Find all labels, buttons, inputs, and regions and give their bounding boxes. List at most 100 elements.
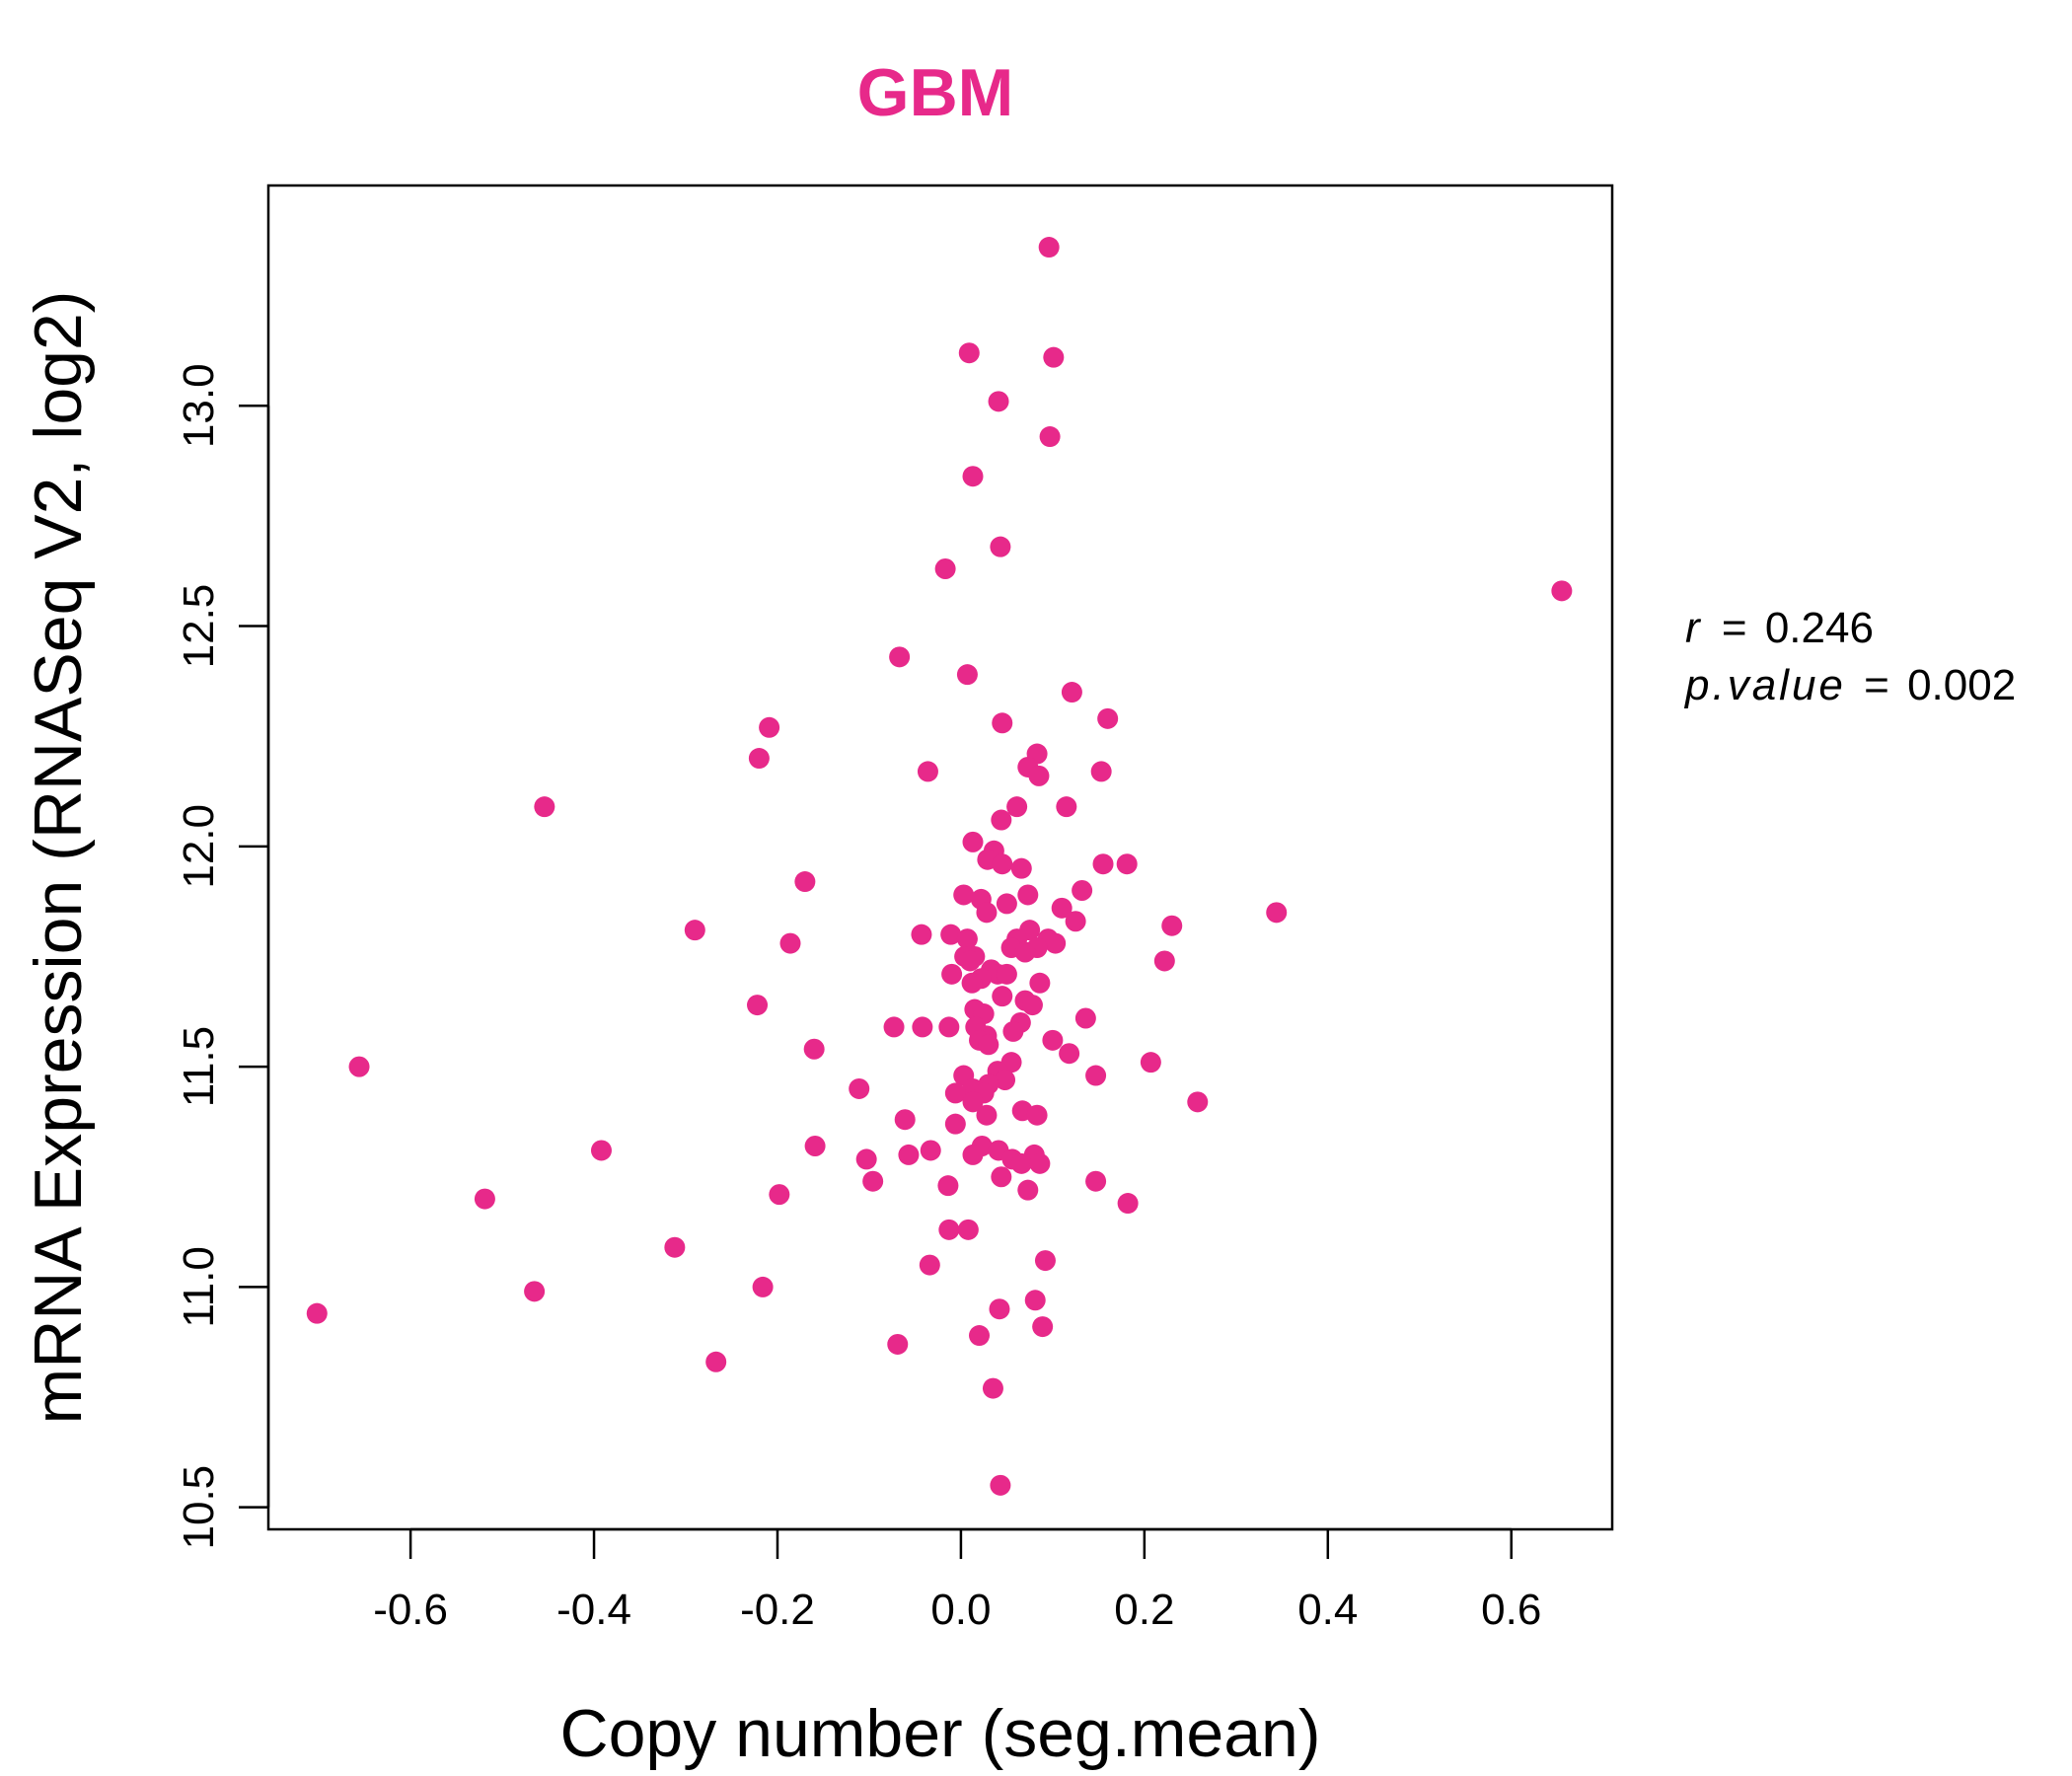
p-equals: = — [1864, 661, 1889, 709]
data-point — [938, 1219, 960, 1240]
data-point — [1117, 1193, 1139, 1215]
y-tick-label: 12.0 — [175, 804, 223, 889]
data-point — [889, 646, 911, 668]
data-point — [1010, 857, 1032, 879]
data-point — [1074, 1007, 1096, 1029]
data-point — [898, 1144, 920, 1165]
data-point — [996, 963, 1017, 985]
data-point — [590, 1140, 612, 1161]
data-point — [887, 1333, 909, 1355]
data-point — [1051, 897, 1073, 919]
data-point — [962, 1144, 984, 1165]
data-point — [919, 1254, 940, 1276]
data-point — [978, 1034, 999, 1056]
data-point — [759, 716, 780, 738]
data-point — [664, 1236, 686, 1258]
data-point — [958, 342, 980, 364]
data-point — [306, 1302, 328, 1324]
data-point — [1014, 941, 1036, 963]
data-point — [1026, 1104, 1048, 1126]
data-point — [524, 1281, 546, 1302]
data-point — [920, 1140, 941, 1161]
data-point — [976, 902, 998, 924]
data-point — [988, 391, 1009, 412]
data-point — [1085, 1170, 1107, 1192]
data-point — [976, 1104, 998, 1126]
data-point — [1042, 1029, 1064, 1051]
data-point — [684, 920, 705, 941]
data-point — [962, 1091, 984, 1113]
x-tick-label: -0.6 — [373, 1586, 448, 1634]
correlation-annotation: r = 0.246 p.value = 0.002 — [1683, 604, 2016, 709]
x-tick-label: -0.2 — [740, 1586, 815, 1634]
y-axis: 10.5 11.0 11.5 12.0 12.5 13.0 — [175, 363, 270, 1550]
data-point — [1061, 682, 1082, 703]
data-point — [1085, 1065, 1107, 1086]
r-equals: = — [1722, 604, 1747, 652]
data-point — [747, 995, 769, 1016]
data-point — [957, 1219, 979, 1240]
data-point — [917, 761, 938, 782]
data-point — [934, 558, 956, 580]
x-tick-label: -0.4 — [556, 1586, 631, 1634]
data-point — [1032, 1316, 1054, 1338]
data-points — [306, 237, 1573, 1496]
data-point — [969, 1325, 991, 1347]
data-point — [1021, 995, 1043, 1016]
data-point — [1002, 1020, 1024, 1042]
data-point — [705, 1351, 727, 1372]
data-point — [991, 1166, 1012, 1188]
data-point — [1043, 346, 1065, 368]
x-tick-label: 0.4 — [1297, 1586, 1358, 1634]
data-point — [992, 986, 1013, 1007]
data-point — [941, 963, 963, 985]
data-point — [804, 1135, 826, 1156]
data-point — [1065, 911, 1086, 932]
data-point — [911, 924, 932, 945]
data-point — [982, 1377, 1003, 1399]
data-point — [992, 712, 1013, 734]
y-tick-label: 11.5 — [175, 1026, 223, 1107]
data-point — [1140, 1052, 1161, 1073]
data-point — [996, 893, 1017, 915]
data-point — [1039, 426, 1061, 448]
data-point — [534, 796, 555, 818]
data-point — [1187, 1091, 1209, 1113]
data-point — [779, 932, 801, 954]
p-value: 0.002 — [1907, 661, 2016, 709]
data-point — [991, 809, 1012, 831]
r-annotation: r = 0.246 — [1685, 604, 1874, 652]
data-point — [1116, 853, 1138, 875]
data-point — [1072, 879, 1093, 901]
r-label: r — [1685, 604, 1702, 652]
data-point — [769, 1184, 790, 1206]
y-tick-label: 13.0 — [175, 363, 223, 448]
y-tick-label: 10.5 — [175, 1465, 223, 1550]
data-point — [1153, 950, 1175, 972]
data-point — [962, 831, 984, 852]
y-tick-label: 12.5 — [175, 584, 223, 669]
x-tick-label: 0.6 — [1481, 1586, 1541, 1634]
data-point — [1017, 884, 1039, 906]
data-point — [862, 1170, 884, 1192]
data-point — [1028, 765, 1050, 786]
p-annotation: p.value = 0.002 — [1683, 661, 2016, 709]
data-point — [794, 871, 816, 893]
data-point — [944, 1082, 966, 1104]
data-point — [1029, 972, 1051, 994]
data-point — [940, 924, 962, 945]
data-point — [1045, 932, 1067, 954]
x-axis: -0.6 -0.4 -0.2 0.0 0.2 0.4 0.6 — [373, 1527, 1541, 1634]
data-point — [849, 1077, 870, 1099]
data-point — [803, 1038, 825, 1060]
data-point — [944, 1113, 966, 1135]
data-point — [1161, 915, 1183, 936]
y-axis-title: mRNA Expression (RNASeq V2, log2) — [21, 291, 96, 1425]
data-point — [348, 1056, 370, 1077]
data-point — [883, 1016, 905, 1038]
data-point — [1551, 580, 1573, 602]
data-point — [956, 928, 978, 950]
